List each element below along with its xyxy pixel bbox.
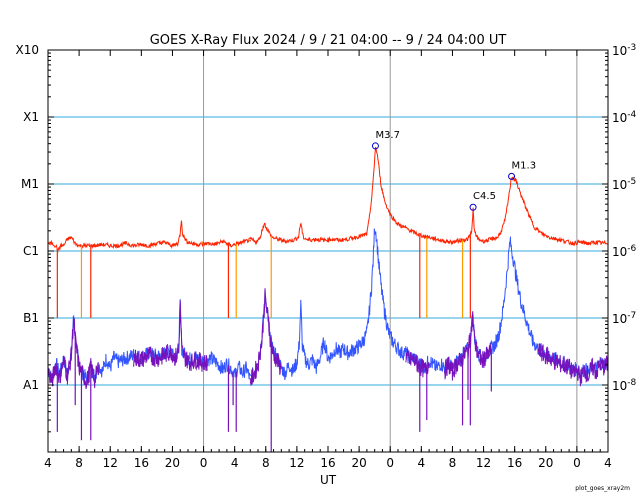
flux-scale-label: 10-5	[612, 177, 636, 192]
flare-class-label: X1	[23, 110, 39, 124]
chart-title: GOES X-Ray Flux 2024 / 9 / 21 04:00 -- 9…	[150, 33, 507, 48]
flux-scale-label: 10-4	[612, 110, 637, 125]
short-channel-overlap-segment	[133, 300, 208, 372]
flux-scale-label: 10-6	[612, 244, 637, 259]
flare-annotations: M3.7 C4.5 M1.3	[371, 130, 537, 211]
x-tick-label: 8	[75, 456, 83, 470]
flare-peak-marker	[508, 172, 516, 180]
short-channel-overlap-segment	[405, 349, 430, 378]
x-tick-label: 16	[320, 456, 335, 470]
day-boundary-lines	[203, 50, 578, 452]
x-axis-label: UT	[320, 473, 337, 487]
flare-class-label: C1	[23, 244, 39, 258]
short-channel-line	[47, 228, 609, 386]
x-tick-label: 12	[289, 456, 304, 470]
series-layer	[47, 146, 609, 452]
gridlines	[48, 116, 608, 386]
short-channel-overlap-segment	[249, 288, 282, 387]
flare-label: C4.5	[473, 191, 496, 202]
plot-credit: plot_goes_xray2m	[575, 485, 630, 492]
flare-class-label: B1	[23, 311, 39, 325]
x-tick-label: 0	[573, 456, 581, 470]
x-tick-label: 12	[476, 456, 491, 470]
long-channel-line	[47, 146, 608, 254]
short-channel-overlap-segment	[47, 317, 100, 389]
flare-class-label: X10	[16, 43, 40, 57]
x-tick-label: 4	[604, 456, 612, 470]
flare-class-label: A1	[23, 378, 39, 392]
flare-class-label: M1	[21, 177, 39, 191]
x-tick-label: 20	[538, 456, 553, 470]
x-tick-label: 12	[103, 456, 118, 470]
x-tick-label: 0	[200, 456, 208, 470]
flare-label: M3.7	[375, 130, 400, 141]
x-tick-label: 4	[44, 456, 52, 470]
axes: 4 8 12 16 20 0 4 8 12 16 20 0 4 8 12 16 20 0 4 X10 X1 M1 C1 B1 A…	[16, 43, 637, 470]
x-tick-label: 4	[231, 456, 239, 470]
x-tick-label: 16	[507, 456, 522, 470]
x-tick-label: 4	[418, 456, 426, 470]
flux-scale-label: 10-7	[612, 311, 636, 326]
flare-label: M1.3	[512, 160, 537, 171]
x-tick-label: 20	[165, 456, 180, 470]
flux-scale-label: 10-8	[612, 378, 637, 393]
flare-peak-marker	[469, 203, 477, 211]
flux-scale-label: 10-3	[612, 43, 636, 58]
x-tick-label: 16	[134, 456, 149, 470]
x-tick-label: 8	[262, 456, 270, 470]
flare-peak-marker	[371, 142, 379, 150]
short-channel-overlap-segment	[537, 343, 609, 387]
x-tick-label: 8	[449, 456, 457, 470]
x-tick-label: 20	[351, 456, 366, 470]
x-tick-label: 0	[386, 456, 394, 470]
